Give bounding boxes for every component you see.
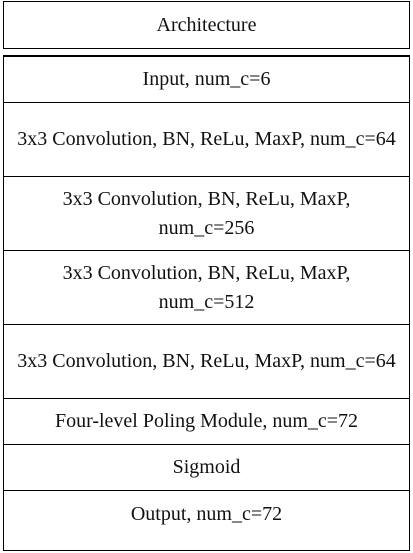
row-text: Sigmoid: [172, 456, 241, 478]
row-text: Output, num_c=72: [130, 503, 283, 525]
table-row-sigmoid: Sigmoid: [4, 445, 409, 491]
row-text: 3x3 Convolution, BN, ReLu, MaxP, num_c=2…: [62, 187, 351, 239]
row-text: Input, num_c=6: [142, 68, 271, 90]
header-label: Architecture: [156, 13, 257, 36]
row-text: Four-level Poling Module, num_c=72: [54, 410, 359, 432]
table-body: Input, num_c=6 3x3 Convolution, BN, ReLu…: [3, 55, 410, 551]
table-row-pooling-module: Four-level Poling Module, num_c=72: [4, 399, 409, 445]
table-row-output: Output, num_c=72: [4, 491, 409, 538]
table-row-conv-1: 3x3 Convolution, BN, ReLu, MaxP, num_c=6…: [4, 103, 409, 177]
table-row-conv-2: 3x3 Convolution, BN, ReLu, MaxP, num_c=2…: [4, 177, 409, 251]
table-row-input: Input, num_c=6: [4, 57, 409, 103]
row-text: 3x3 Convolution, BN, ReLu, MaxP, num_c=6…: [17, 350, 396, 372]
table-header: Architecture: [3, 1, 410, 49]
row-text: 3x3 Convolution, BN, ReLu, MaxP, num_c=6…: [17, 128, 396, 150]
table-row-conv-3: 3x3 Convolution, BN, ReLu, MaxP, num_c=5…: [4, 251, 409, 325]
row-text: 3x3 Convolution, BN, ReLu, MaxP, num_c=5…: [62, 261, 351, 313]
table-row-conv-4: 3x3 Convolution, BN, ReLu, MaxP, num_c=6…: [4, 325, 409, 399]
